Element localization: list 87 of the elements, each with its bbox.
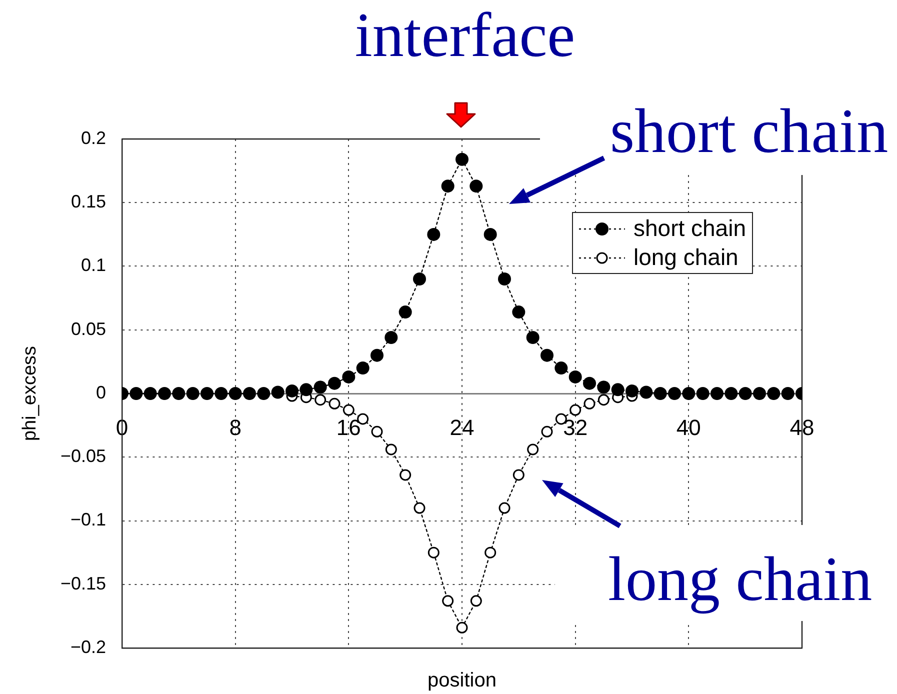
x-tick-label: 32 — [563, 414, 588, 440]
point — [598, 394, 610, 406]
point — [300, 383, 313, 396]
point — [200, 387, 214, 400]
point — [144, 387, 157, 400]
y-tick-label: −0.05 — [60, 446, 106, 466]
point — [314, 380, 327, 394]
point — [371, 426, 383, 438]
point — [470, 180, 483, 193]
point — [385, 444, 397, 456]
y-tick-label: −0.2 — [70, 636, 106, 657]
point — [413, 272, 426, 286]
point — [328, 398, 340, 410]
point — [186, 387, 200, 400]
point — [767, 387, 780, 400]
point — [243, 387, 256, 400]
point — [172, 387, 186, 400]
point — [682, 387, 696, 400]
point — [541, 426, 553, 438]
point — [398, 306, 412, 319]
point — [257, 387, 270, 400]
point — [384, 331, 398, 344]
point — [271, 386, 284, 399]
point — [696, 387, 710, 400]
point — [441, 180, 454, 193]
point — [427, 228, 440, 241]
point — [583, 376, 596, 390]
point — [584, 398, 596, 410]
y-tick-label: 0.2 — [80, 128, 106, 148]
point — [654, 387, 667, 400]
point — [414, 502, 426, 514]
point — [498, 272, 511, 286]
y-tick-label: 0.15 — [70, 192, 106, 212]
y-tick-label: 0 — [96, 382, 106, 402]
y-tick-label: −0.1 — [70, 510, 106, 530]
point — [512, 469, 524, 481]
point — [400, 469, 412, 481]
y-tick-label: 0.05 — [70, 318, 106, 339]
point — [130, 387, 143, 400]
point — [470, 595, 482, 607]
point — [498, 502, 510, 514]
x-tick-label: 40 — [676, 414, 701, 440]
point — [428, 546, 440, 558]
annotation: long chain — [608, 542, 872, 615]
point — [626, 384, 638, 398]
y-tick-label: 0.1 — [80, 255, 106, 276]
x-tick-label: 24 — [450, 414, 474, 440]
point — [611, 383, 624, 396]
point — [540, 348, 554, 362]
point — [724, 387, 738, 400]
point — [512, 306, 526, 319]
annotation: short chain — [610, 94, 888, 167]
point — [597, 380, 610, 394]
point — [484, 228, 497, 241]
point — [640, 386, 653, 399]
point — [781, 387, 794, 400]
point — [570, 404, 582, 416]
point — [738, 387, 752, 400]
point — [158, 387, 171, 400]
point — [568, 370, 582, 384]
point — [527, 444, 539, 456]
point — [214, 387, 228, 400]
x-tick-label: 8 — [229, 414, 242, 440]
point — [328, 376, 341, 390]
text: interface — [354, 0, 576, 71]
point — [456, 622, 468, 634]
point — [710, 387, 724, 400]
point — [370, 348, 384, 362]
point — [342, 404, 354, 416]
point — [554, 362, 568, 375]
y-tick-label: −0.15 — [60, 573, 106, 594]
point — [314, 394, 326, 406]
point — [286, 384, 298, 398]
point — [526, 331, 540, 344]
point — [456, 152, 468, 166]
point — [356, 362, 370, 375]
point — [668, 387, 681, 400]
y-axis-title: phi_excess — [20, 346, 41, 442]
point — [228, 387, 242, 400]
point — [442, 595, 454, 607]
point — [753, 387, 766, 400]
x-tick-label: 16 — [336, 414, 361, 440]
legend-label: long chain — [633, 244, 738, 271]
legend-label: short chain — [633, 215, 746, 242]
point — [484, 546, 496, 558]
x-axis-title: position — [428, 670, 496, 692]
point — [342, 370, 356, 384]
